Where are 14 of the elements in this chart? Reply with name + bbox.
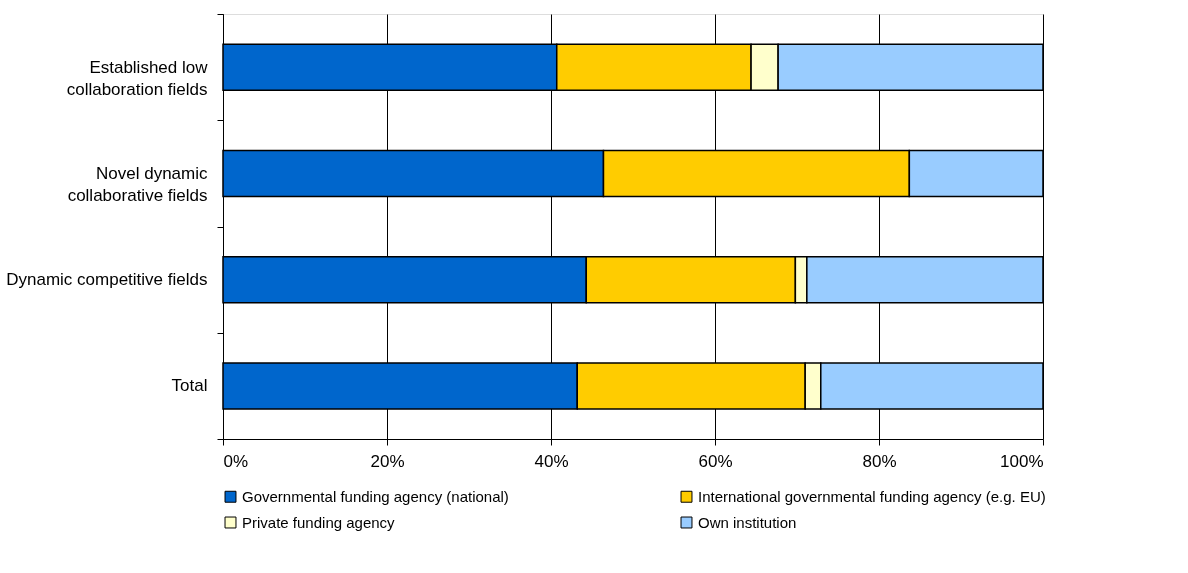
x-tick-label: 80% [862, 451, 897, 471]
y-tick-label: Established low collaboration fields [66, 57, 209, 99]
legend-label: Governmental funding agency (national) [242, 487, 509, 505]
x-tick-label: 20% [370, 451, 405, 471]
y-tick-label: Novel dynamic collaborative fields [67, 163, 208, 205]
x-tick-label: 100% [1000, 451, 1044, 471]
legend-label: International governmental funding agency (e.g. EU) [698, 487, 1046, 505]
x-tick-label: 0% [223, 451, 249, 471]
y-tick-label: Total [171, 376, 208, 396]
legend-label: Private funding agency [242, 513, 396, 531]
y-tick-label: Dynamic competitive fields [6, 270, 208, 290]
x-tick-label: 40% [534, 451, 569, 471]
legend-label: Own institution [698, 513, 797, 531]
x-tick-label: 60% [698, 451, 733, 471]
